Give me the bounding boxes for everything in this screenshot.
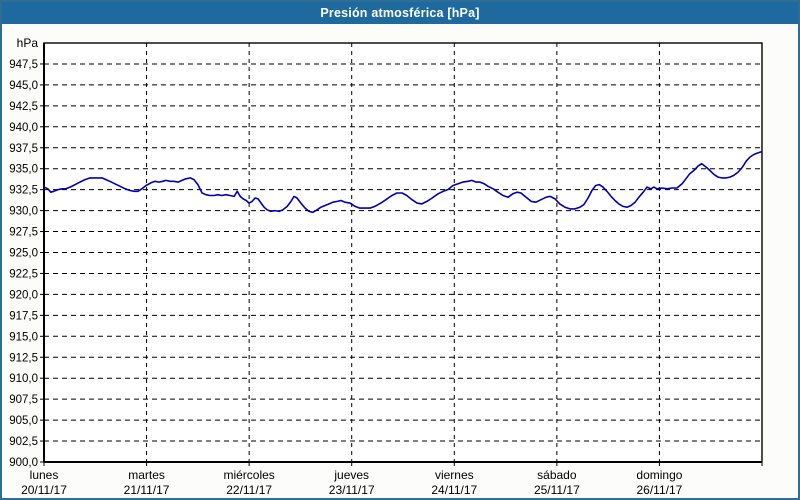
x-axis-date-label: 24/11/17 <box>431 483 477 497</box>
x-axis-day-label: lunes <box>30 468 59 482</box>
y-axis-tick-label: 912,5 <box>9 352 38 364</box>
x-axis-day-label: jueves <box>333 468 369 482</box>
x-axis-date-label: 26/11/17 <box>637 483 683 497</box>
y-axis-tick-label: 937,5 <box>9 143 38 155</box>
pressure-line <box>43 151 762 214</box>
window-titlebar: Presión atmosférica [hPa] <box>2 2 798 24</box>
y-axis-tick-label: 920,0 <box>9 289 38 301</box>
x-axis-day-label: viernes <box>435 468 474 482</box>
y-axis-tick-label: 932,5 <box>9 185 38 197</box>
x-axis-day-label: miércoles <box>223 468 274 482</box>
y-axis-tick-label: 925,0 <box>9 248 38 260</box>
y-axis-tick-label: 942,5 <box>9 101 38 113</box>
x-axis-date-label: 22/11/17 <box>226 483 272 497</box>
y-axis-tick-label: 905,0 <box>9 415 38 427</box>
x-axis-date-label: 21/11/17 <box>124 483 170 497</box>
y-axis-tick-label: 940,0 <box>9 122 38 134</box>
y-axis-unit-label: hPa <box>17 36 39 50</box>
plot-area <box>44 43 762 462</box>
x-axis-date-label: 25/11/17 <box>534 483 580 497</box>
y-axis-tick-label: 927,5 <box>9 227 38 239</box>
x-axis-day-label: martes <box>128 468 165 482</box>
y-axis-tick-label: 900,0 <box>9 457 38 469</box>
y-axis-tick-label: 947,5 <box>9 59 38 71</box>
y-axis-tick-label: 930,0 <box>9 206 38 218</box>
y-axis-tick-label: 935,0 <box>9 164 38 176</box>
y-axis-tick-label: 922,5 <box>9 268 38 280</box>
x-axis-date-label: 20/11/17 <box>21 483 67 497</box>
y-axis-tick-label: 915,0 <box>9 331 38 343</box>
x-axis-day-label: sábado <box>537 468 577 482</box>
y-axis-tick-label: 907,5 <box>9 394 38 406</box>
y-axis-tick-label: 910,0 <box>9 373 38 385</box>
y-axis-tick-label: 917,5 <box>9 310 38 322</box>
y-axis-tick-label: 902,5 <box>9 436 38 448</box>
x-axis-date-label: 23/11/17 <box>329 483 375 497</box>
y-axis-tick-label: 945,0 <box>9 80 38 92</box>
x-axis-day-label: domingo <box>636 468 682 482</box>
window-title: Presión atmosférica [hPa] <box>320 6 480 20</box>
